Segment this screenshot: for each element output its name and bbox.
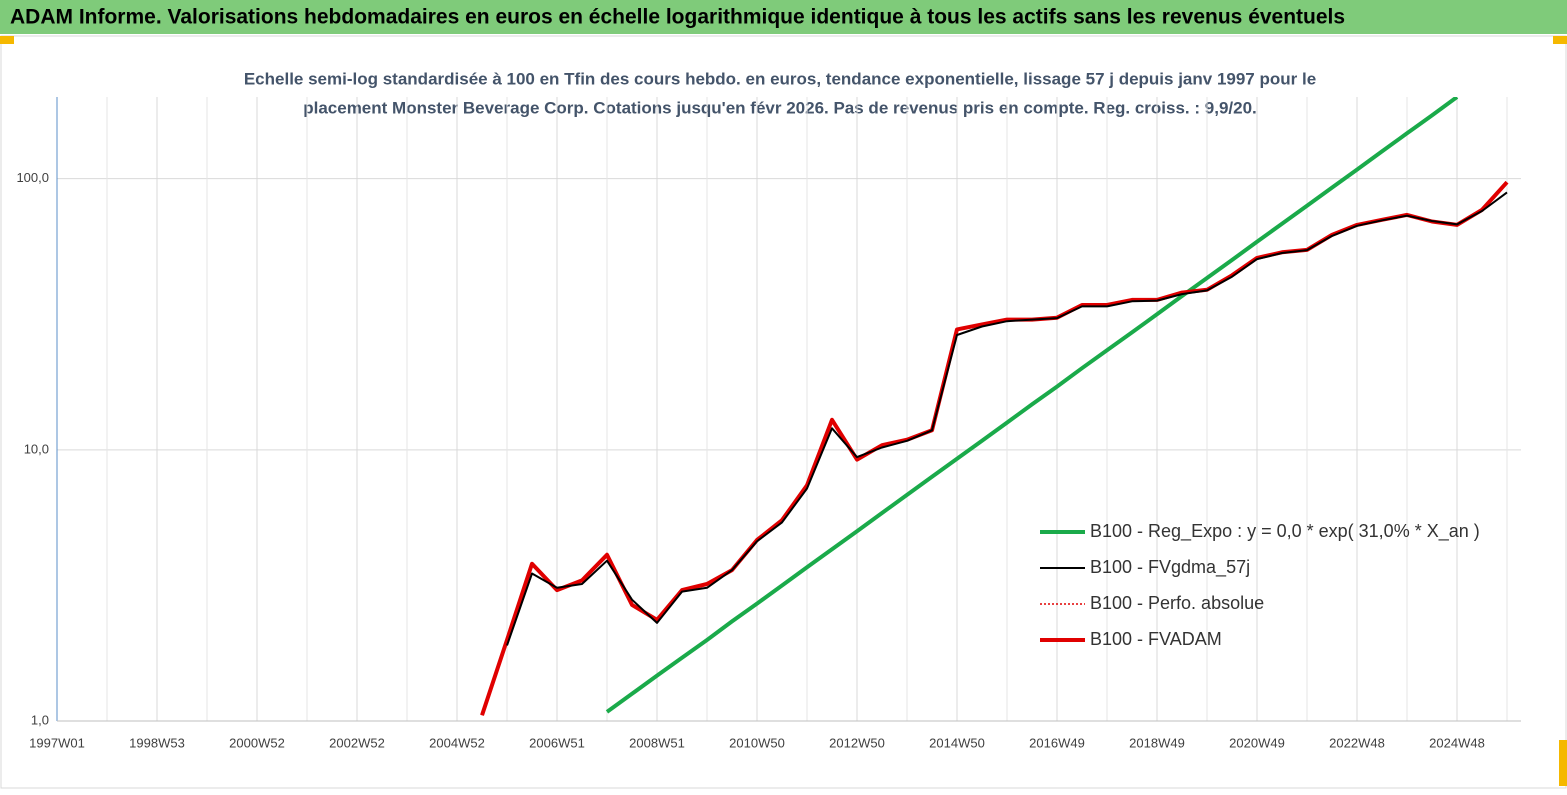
legend-label: B100 - FVgdma_57j — [1090, 557, 1250, 578]
y-tick-label: 100,0 — [16, 170, 49, 185]
x-tick-label: 2014W50 — [929, 735, 985, 750]
corner — [0, 36, 14, 44]
x-tick-label: 2024W48 — [1429, 735, 1485, 750]
x-tick-label: 2010W50 — [729, 735, 785, 750]
corner — [1553, 36, 1567, 44]
x-tick-label: 2022W48 — [1329, 735, 1385, 750]
y-tick-label: 10,0 — [24, 441, 49, 456]
title-bar — [0, 0, 1567, 34]
x-tick-label: 2000W52 — [229, 735, 285, 750]
x-tick-label: 2016W49 — [1029, 735, 1085, 750]
x-tick-label: 1997W01 — [29, 735, 85, 750]
frame — [0, 35, 1567, 789]
chart-title: ADAM Informe. Valorisations hebdomadaire… — [10, 6, 1345, 29]
x-tick-label: 2020W49 — [1229, 735, 1285, 750]
series-line — [480, 180, 1509, 716]
y-tick-label: 1,0 — [31, 712, 49, 727]
legend-label: B100 - FVADAM — [1090, 629, 1222, 649]
legend: B100 - Reg_Expo : y = 0,0 * exp( 31,0% *… — [1040, 521, 1480, 649]
corner — [1559, 740, 1567, 786]
x-tick-label: 2004W52 — [429, 735, 485, 750]
x-tick-label: 1998W53 — [129, 735, 185, 750]
x-tick-label: 2002W52 — [329, 735, 385, 750]
x-tick-label: 2012W50 — [829, 735, 885, 750]
legend-label: B100 - Reg_Expo : y = 0,0 * exp( 31,0% *… — [1090, 521, 1480, 542]
grid: 1,0 10,0 100,0 1997W01 1998W53 2000W52 2002W52… — [16, 97, 1521, 750]
plot — [480, 97, 1509, 716]
series-line — [481, 181, 1508, 716]
x-tick-label: 2006W51 — [529, 735, 585, 750]
subtitle: Echelle semi-log standardisée à 100 en T… — [244, 69, 1316, 88]
x-tick-label: 2018W49 — [1129, 735, 1185, 750]
subtitle: placement Monster Beverage Corp. Cotatio… — [303, 98, 1257, 117]
x-tick-label: 2008W51 — [629, 735, 685, 750]
legend-label: B100 - Perfo. absolue — [1090, 593, 1264, 613]
series-line — [605, 97, 1459, 714]
series-line — [506, 191, 1508, 646]
